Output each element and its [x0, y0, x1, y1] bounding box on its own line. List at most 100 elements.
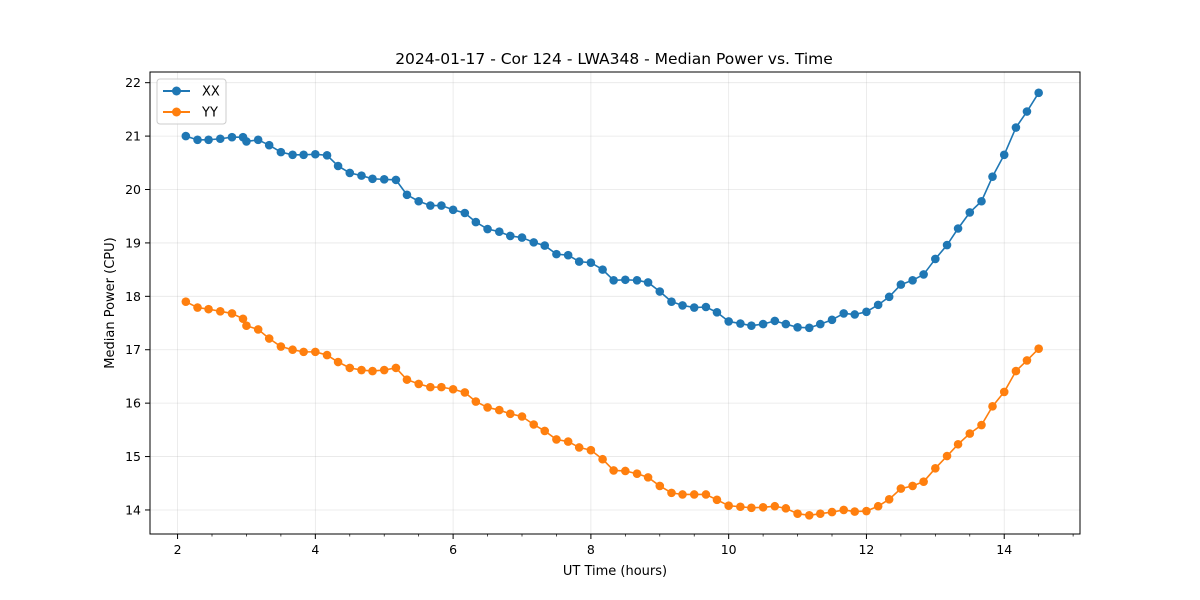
y-axis-label: Median Power (CPU) [103, 237, 118, 368]
x-tick-label: 10 [721, 542, 737, 557]
y-tick-label: 18 [125, 289, 141, 304]
data-point-xx [908, 276, 917, 285]
data-point-xx [712, 308, 722, 317]
data-point-yy [402, 375, 412, 384]
data-point-xx [215, 134, 225, 144]
x-axis: 2 4 6 8 10 12 14 [174, 534, 1074, 557]
data-point-yy [839, 505, 849, 515]
data-point-xx [598, 265, 607, 274]
data-point-yy [827, 507, 837, 517]
data-point-xx [204, 135, 213, 145]
data-point-yy [227, 309, 237, 318]
data-point-yy [517, 412, 527, 421]
data-point-xx [426, 201, 435, 210]
data-point-yy [448, 384, 458, 394]
data-point-xx [770, 316, 780, 326]
data-point-xx [357, 171, 366, 180]
data-point-xx [862, 307, 871, 317]
x-tick-label: 6 [449, 542, 457, 557]
data-point-xx [586, 258, 596, 267]
data-point-yy [552, 435, 561, 444]
data-point-xx [193, 135, 202, 145]
data-point-xx [655, 287, 665, 296]
data-point-xx [311, 149, 320, 159]
data-point-yy [505, 409, 515, 419]
data-point-yy [770, 501, 780, 511]
data-point-xx [609, 276, 618, 285]
data-point-xx [827, 315, 837, 325]
data-point-xx [977, 196, 986, 206]
data-point-yy [919, 477, 928, 486]
data-point-yy [299, 347, 308, 357]
data-point-yy [483, 403, 492, 412]
data-point-xx [999, 150, 1009, 160]
data-point-xx [402, 190, 412, 200]
x-tick-label: 14 [996, 542, 1012, 557]
data-point-yy [288, 345, 297, 355]
data-point-xx [299, 150, 308, 160]
data-point-xx [747, 321, 756, 331]
series-layer [181, 88, 1043, 520]
y-tick-label: 21 [125, 129, 141, 144]
data-point-xx [781, 319, 791, 329]
data-point-yy [264, 334, 274, 343]
data-point-yy [896, 484, 906, 493]
data-point-xx [517, 233, 527, 242]
data-point-yy [689, 490, 699, 499]
data-point-yy [862, 506, 871, 516]
data-point-xx [471, 217, 481, 227]
legend: XX YY [156, 78, 227, 125]
series-yy [181, 297, 1043, 520]
data-point-xx [379, 175, 389, 184]
data-point-yy [563, 437, 573, 446]
data-point-yy [667, 488, 676, 498]
data-point-xx [758, 319, 768, 329]
data-point-yy [311, 347, 320, 357]
data-point-yy [632, 469, 642, 478]
data-point-xx [322, 151, 332, 160]
data-point-yy [701, 490, 711, 499]
y-tick-label: 14 [125, 502, 141, 517]
data-point-yy [242, 321, 251, 331]
data-point-yy [345, 363, 355, 373]
legend-marker-yy [172, 107, 181, 117]
x-tick-label: 12 [858, 542, 874, 557]
data-point-yy [204, 304, 213, 314]
data-point-xx [368, 174, 377, 184]
data-point-xx [529, 238, 539, 247]
data-point-yy [529, 420, 539, 429]
data-point-xx [643, 278, 653, 287]
data-point-yy [181, 297, 191, 306]
data-point-yy [953, 439, 963, 449]
data-point-yy [712, 495, 722, 505]
data-point-yy [873, 501, 883, 511]
data-point-xx [793, 323, 802, 332]
data-point-yy [931, 464, 940, 473]
data-point-yy [598, 454, 607, 464]
data-point-xx [724, 317, 733, 326]
data-point-xx [896, 280, 906, 289]
data-point-xx [505, 231, 515, 241]
data-point-xx [253, 135, 263, 145]
data-point-yy [540, 426, 550, 436]
data-point-yy [621, 466, 630, 476]
data-point-xx [667, 297, 676, 306]
data-point-xx [460, 208, 470, 218]
data-point-yy [460, 388, 470, 397]
data-point-xx [678, 301, 687, 310]
data-point-xx [850, 310, 860, 319]
data-point-yy [609, 466, 618, 475]
data-point-xx [988, 172, 997, 181]
data-point-yy [1034, 344, 1043, 353]
data-point-xx [242, 137, 251, 146]
data-point-yy [494, 405, 504, 415]
data-point-yy [655, 481, 665, 491]
data-point-yy [368, 366, 377, 376]
data-point-xx [448, 205, 458, 215]
data-point-xx [181, 131, 191, 141]
legend-label-xx: XX [202, 85, 220, 100]
data-point-xx [873, 300, 883, 310]
y-tick-label: 20 [125, 182, 141, 197]
y-tick-label: 15 [125, 449, 141, 464]
data-point-xx [953, 224, 963, 233]
